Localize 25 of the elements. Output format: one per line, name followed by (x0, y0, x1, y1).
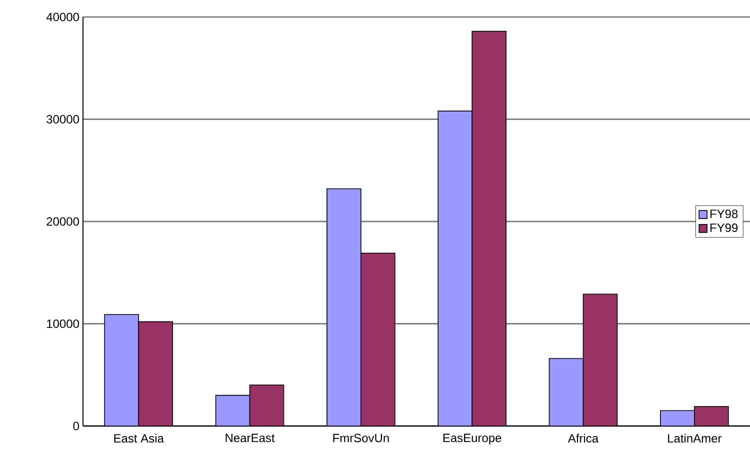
bar (472, 30, 506, 426)
y-tick-label: 30000 (46, 115, 80, 124)
x-tick-label: Africa (568, 434, 599, 443)
bar (104, 314, 139, 426)
x-tick-label: LatinAmer (668, 434, 722, 443)
bar (438, 110, 472, 426)
x-tick-label: East Asia (114, 434, 164, 443)
y-tick-label: 0 (73, 422, 80, 430)
bar (582, 294, 618, 426)
bar (548, 358, 584, 426)
bar (138, 321, 173, 426)
bar (215, 394, 250, 426)
y-tick-label: 40000 (46, 12, 80, 22)
x-tick-label: EasEurope (443, 434, 502, 445)
bar (249, 384, 284, 426)
y-tick-label: 20000 (46, 217, 80, 226)
x-tick-label: NearEast (226, 434, 275, 442)
x-tick-label: FmrSovUn (333, 434, 389, 442)
bar (326, 188, 362, 426)
bar (660, 410, 695, 426)
legend-label: FY99 (710, 223, 738, 232)
y-tick-label: 10000 (47, 319, 80, 328)
bar (694, 406, 729, 426)
bar (360, 252, 396, 426)
legend-label: FY98 (710, 210, 738, 218)
